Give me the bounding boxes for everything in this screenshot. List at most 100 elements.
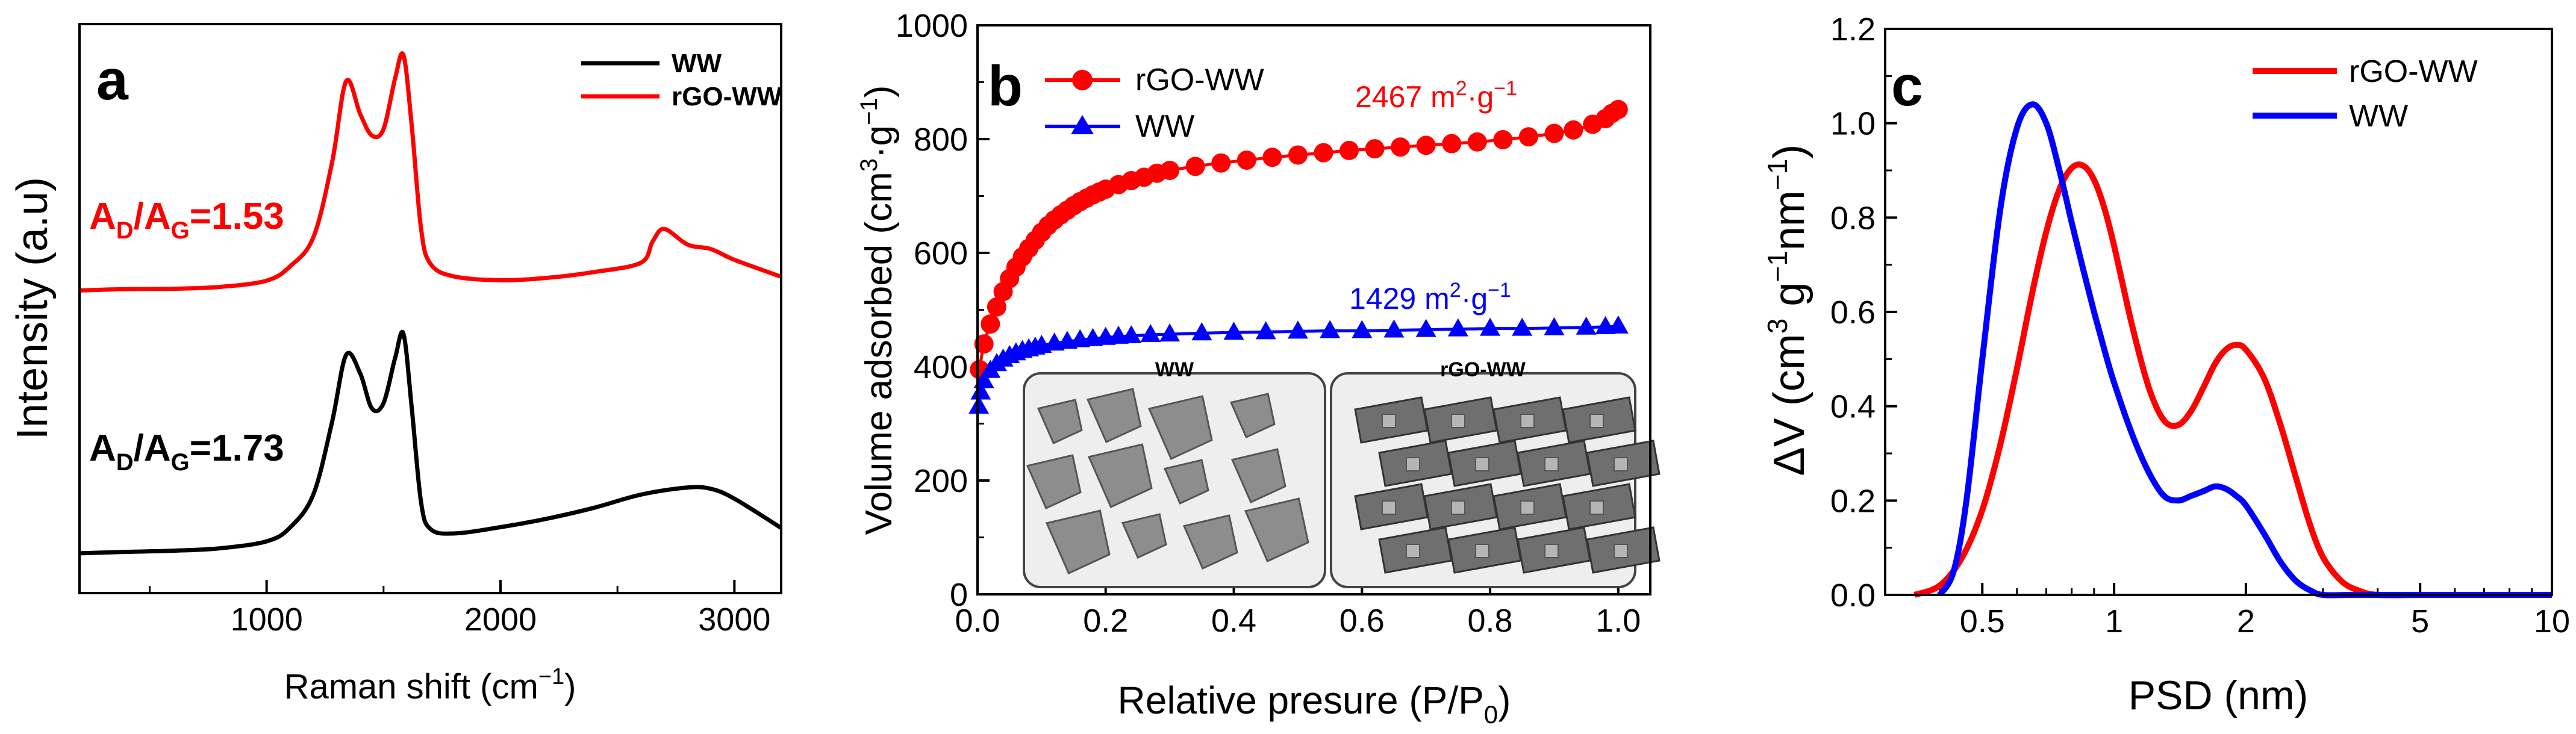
data-point-b-ww [1320, 320, 1341, 338]
y-tick-label-c: 1.2 [1830, 11, 1876, 48]
inset-rgo-particle [1520, 414, 1535, 428]
data-point-b-rgo-ww [1339, 140, 1359, 160]
data-point-b-rgo-ww [974, 334, 994, 354]
legend-a-ww-label: WW [672, 49, 722, 78]
x-tick-label-c: 0.5 [1960, 603, 2005, 639]
ratio-annotation-ww: AD/AG=1.73 [89, 428, 284, 476]
y-tick-label-c: 0.0 [1830, 577, 1876, 614]
panel-b: 0.0 0.2 0.4 0.6 0.8 1.0 0 200 400 600 800 1000 WW r… [856, 8, 1661, 729]
inset-ww-particle [1244, 497, 1309, 563]
data-point-b-rgo-ww [1314, 143, 1333, 163]
panel-a: a 1000 2000 3000 WW rGO-WW AD/AG=1.53 AD/A… [8, 23, 782, 706]
data-point-b-ww [1140, 324, 1161, 343]
data-point-b-ww [970, 381, 991, 400]
series-line-c-ww [1937, 101, 2552, 599]
legend-b-ww-marker [1071, 115, 1094, 134]
inset-ww-particle [1045, 509, 1111, 575]
data-point-b-rgo-ww [1564, 120, 1583, 140]
inset-ww-particle [1086, 388, 1142, 444]
data-point-b-rgo-ww [1160, 160, 1180, 180]
y-tick-label-b: 800 [914, 122, 968, 158]
x-tick-label-b: 0.2 [1083, 603, 1128, 639]
data-point-b-rgo-ww [987, 297, 1006, 317]
inset-rgo-particle [1406, 544, 1420, 558]
x-tick-label-b: 0.0 [955, 603, 1000, 639]
data-point-b-rgo-ww [1442, 134, 1462, 154]
y-tick-label-b: 400 [914, 349, 968, 385]
series-line-a-rgo-ww [79, 51, 782, 293]
data-point-b-ww [968, 396, 990, 414]
inset-ww-particle [1163, 459, 1209, 505]
data-point-b-ww [1121, 325, 1142, 343]
panel-b-legend: rGO-WW WW [1045, 63, 1264, 144]
inset-rgo-particle [1382, 414, 1396, 428]
y-tick-label-b: 0 [950, 577, 968, 613]
x-tick-label-b: 1.0 [1595, 603, 1641, 639]
data-point-b-rgo-ww [1518, 127, 1538, 147]
x-tick-label-c: 1 [2105, 603, 2123, 639]
data-point-b-rgo-ww [1185, 157, 1205, 176]
panel-c-legend: rGO-WW WW [2253, 54, 2478, 134]
x-tick-label-a: 1000 [231, 602, 303, 638]
inset-ww: WW [1023, 358, 1326, 588]
legend-b-rgo-label: rGO-WW [1135, 63, 1264, 98]
inset-rgo-particle [1520, 500, 1535, 515]
inset-ww-particle [1182, 514, 1238, 570]
series-line-a-ww [79, 329, 782, 556]
inset-ww-particle [1229, 393, 1276, 439]
legend-b-ww-label: WW [1135, 109, 1194, 144]
inset-ww-particle [1037, 399, 1083, 445]
panel-a-ylabel: Intensity (a.u) [8, 177, 57, 440]
inset-rgo-particle [1451, 414, 1465, 428]
y-tick-label-c: 1.0 [1830, 106, 1876, 142]
legend-b-rgo-marker [1072, 70, 1093, 90]
y-tick-label-b: 200 [914, 463, 968, 499]
data-point-b-ww [1223, 322, 1244, 340]
x-tick-label-a: 3000 [698, 602, 770, 638]
legend-a-rgo-label: rGO-WW [672, 82, 782, 111]
data-point-b-ww [1415, 319, 1436, 337]
inset-ww-title: WW [1155, 358, 1194, 381]
panel-c-plot-frame [1884, 28, 2553, 596]
y-tick-label-c: 0.8 [1830, 200, 1876, 236]
x-tick-label-b: 0.8 [1468, 603, 1513, 639]
y-tick-label-c: 0.6 [1830, 294, 1876, 331]
y-tick-label-c: 0.2 [1830, 483, 1876, 519]
data-point-b-rgo-ww [1365, 139, 1385, 159]
data-point-b-ww [1383, 319, 1405, 338]
data-point-b-ww [1159, 323, 1180, 342]
panel-c-xlabel: PSD (nm) [2128, 673, 2308, 718]
legend-c-ww-label: WW [2349, 99, 2408, 134]
data-point-b-ww [1287, 320, 1308, 339]
data-point-b-ww [1576, 316, 1597, 335]
y-tick-label-b: 1000 [896, 8, 968, 44]
x-tick-label-a: 2000 [464, 602, 537, 638]
data-point-b-rgo-ww [1237, 150, 1256, 170]
y-tick-label-c: 0.4 [1830, 389, 1876, 425]
data-point-b-rgo-ww [1391, 137, 1411, 157]
inset-rgo-particle [1406, 457, 1420, 471]
data-point-b-ww [973, 370, 994, 388]
panel-a-label: a [96, 48, 129, 112]
data-point-b-ww [1512, 317, 1533, 336]
inset-ww-particle [1230, 448, 1286, 504]
data-point-b-rgo-ww [1416, 135, 1436, 155]
panel-c-label: c [1891, 54, 1923, 118]
inset-ww-particle [1026, 454, 1082, 510]
panel-b-plot-frame [976, 24, 1651, 596]
surface-area-rgo: 2467 m2·g−1 [1355, 77, 1517, 114]
surface-area-ww: 1429 m2·g−1 [1349, 279, 1511, 316]
panel-b-xlabel: Relative presure (P/P0) [1118, 679, 1511, 729]
inset-rgo-particle [1544, 544, 1559, 558]
data-point-b-rgo-ww [1544, 123, 1564, 143]
data-point-b-rgo-ww [981, 314, 1000, 334]
inset-rgo-particle [1475, 457, 1489, 471]
data-point-b-ww [1352, 320, 1373, 338]
data-point-b-rgo-ww [1288, 145, 1308, 165]
inset-rgo-particle [1614, 544, 1628, 558]
inset-ww-particle [1087, 443, 1153, 509]
data-point-b-rgo-ww [1467, 132, 1487, 152]
x-tick-label-b: 0.6 [1339, 603, 1385, 639]
panel-a-plot-frame [78, 23, 782, 594]
